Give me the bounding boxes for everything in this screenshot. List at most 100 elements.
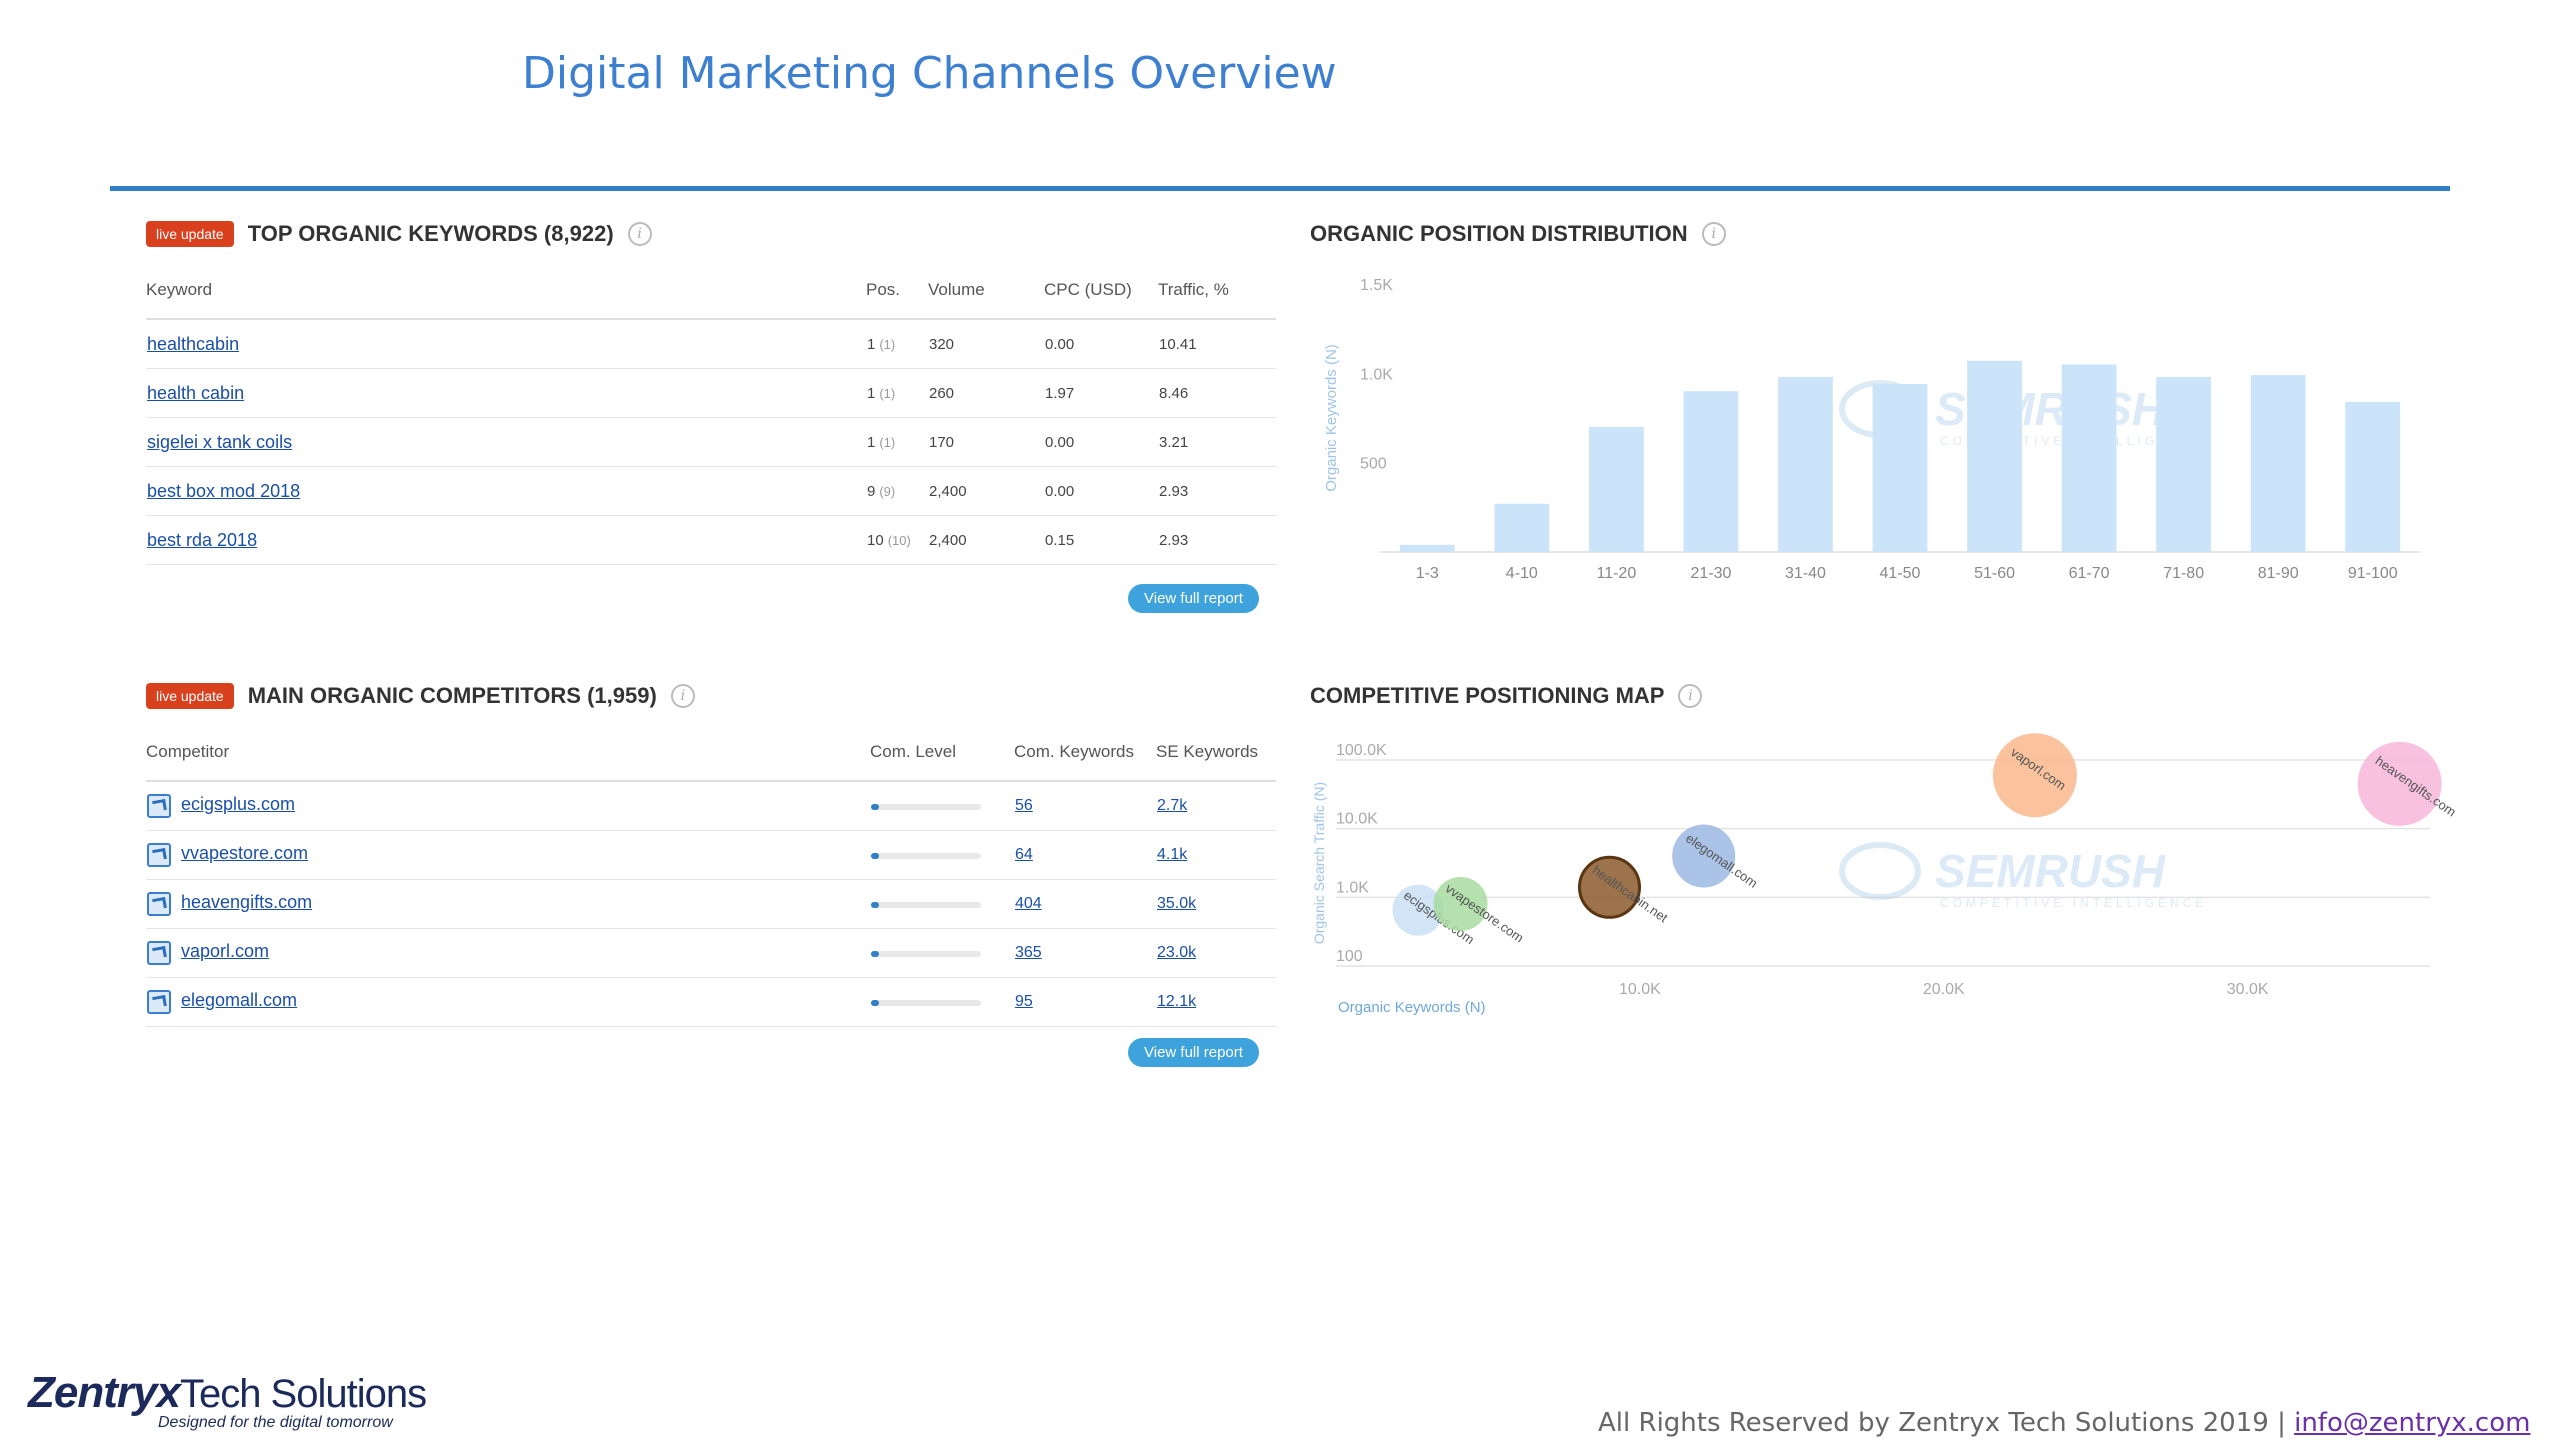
scatter-point[interactable]: elegomall.com [1672, 824, 1760, 891]
competitor-cell: vaporl.com [146, 928, 870, 978]
bar[interactable] [2061, 364, 2117, 552]
table-row: vvapestore.com 64 4.1k [146, 830, 1276, 880]
se-keywords-link[interactable]: 23.0k [1157, 944, 1197, 961]
col-competitor: Competitor [146, 738, 870, 782]
info-icon[interactable]: i [670, 684, 695, 708]
pos-cell: 1 (1) [866, 368, 928, 418]
bar[interactable] [2156, 376, 2212, 552]
live-update-badge: live update [146, 221, 234, 247]
bar[interactable] [2250, 375, 2306, 552]
bar[interactable] [1399, 544, 1455, 552]
bubble[interactable] [1672, 824, 1736, 888]
se-keywords-link[interactable]: 35.0k [1157, 895, 1197, 912]
com-keywords-link[interactable]: 365 [1015, 944, 1042, 961]
view-full-report-button[interactable]: View full report [1128, 1038, 1259, 1067]
position-distribution-chart: Organic Keywords (N)5001.0K1.5KSEMRUSHCO… [1323, 277, 2420, 582]
traffic-cell: 3.21 [1158, 417, 1276, 467]
pos-value: 10 [867, 531, 884, 549]
table-row: best box mod 2018 9 (9) 2,400 0.00 2.93 [146, 466, 1276, 516]
com-keywords-link[interactable]: 404 [1015, 895, 1042, 912]
bubble[interactable] [1992, 733, 2077, 818]
com-level-fill [871, 803, 879, 810]
com-level-cell [870, 977, 1014, 1027]
footer-email-link[interactable]: info@zentryx.com [2294, 1408, 2531, 1438]
competitor-link[interactable]: heavengifts.com [181, 891, 313, 912]
x-tick-label: 71-80 [2163, 565, 2204, 582]
top-keywords-panel: live update TOP ORGANIC KEYWORDS (8,922)… [146, 214, 1276, 624]
se-keywords-link[interactable]: 2.7k [1157, 797, 1188, 814]
traffic-cell: 2.93 [1158, 515, 1276, 565]
external-link-icon[interactable] [147, 843, 171, 868]
header-divider [110, 186, 2450, 191]
external-link-icon[interactable] [147, 990, 171, 1015]
com-keywords-link[interactable]: 64 [1015, 846, 1033, 863]
cpc-cell: 0.00 [1044, 319, 1158, 369]
com-level-cell [870, 928, 1014, 978]
x-tick-label: 91-100 [2348, 565, 2398, 582]
scatter-point[interactable]: vvapestore.com [1433, 876, 1527, 946]
competitor-link[interactable]: ecigsplus.com [181, 793, 296, 814]
info-icon[interactable]: i [1701, 222, 1726, 246]
info-icon[interactable]: i [1678, 684, 1703, 708]
bar[interactable] [1967, 360, 2022, 552]
keywords-table: Keyword Pos. Volume CPC (USD) Traffic, %… [146, 276, 1276, 565]
x-tick-label: 41-50 [1880, 565, 1921, 582]
external-link-icon[interactable] [147, 941, 171, 966]
x-tick-label: 81-90 [2258, 565, 2299, 582]
y-axis-label: Organic Keywords (N) [1323, 344, 1340, 492]
bubble[interactable] [1392, 884, 1444, 936]
bar[interactable] [1683, 391, 1739, 552]
com-keywords-link[interactable]: 56 [1015, 797, 1033, 814]
se-keywords-link[interactable]: 4.1k [1157, 846, 1188, 863]
panel-header: COMPETITIVE POSITIONING MAP i [1310, 676, 2460, 716]
logo-main: Zentryx [28, 1368, 181, 1417]
x-tick-label: 11-20 [1596, 565, 1636, 582]
competitor-link[interactable]: elegomall.com [181, 989, 298, 1010]
position-distribution-panel: ORGANIC POSITION DISTRIBUTION i Organic … [1310, 214, 2460, 624]
keyword-link[interactable]: healthcabin [147, 333, 240, 354]
view-full-report-button[interactable]: View full report [1128, 584, 1259, 613]
bar[interactable] [1494, 503, 1550, 552]
pos-cell: 10 (10) [866, 515, 928, 565]
keyword-link[interactable]: best rda 2018 [147, 529, 258, 550]
bubble[interactable] [1578, 855, 1641, 919]
pos-previous: (1) [879, 434, 896, 450]
watermark-logo-icon [1839, 842, 1921, 900]
x-tick-label: 1-3 [1416, 565, 1439, 582]
competitor-link[interactable]: vvapestore.com [181, 842, 309, 863]
x-tick-label: 51-60 [1974, 565, 2015, 582]
bubble[interactable] [2357, 741, 2442, 826]
competitor-cell: ecigsplus.com [146, 781, 870, 831]
keyword-link[interactable]: sigelei x tank coils [147, 431, 293, 452]
bubble[interactable] [1433, 876, 1488, 931]
scatter-point[interactable]: vaporl.com [1992, 733, 2077, 818]
pos-previous: (1) [879, 385, 896, 401]
com-keywords-cell: 56 [1014, 781, 1156, 831]
pos-cell: 1 (1) [866, 319, 928, 369]
volume-cell: 2,400 [928, 466, 1044, 516]
se-keywords-link[interactable]: 12.1k [1157, 993, 1197, 1010]
com-keywords-link[interactable]: 95 [1015, 993, 1033, 1010]
x-axis-label: Organic Keywords (N) [1338, 999, 1486, 1016]
se-keywords-cell: 23.0k [1156, 928, 1276, 978]
bar[interactable] [2345, 401, 2401, 552]
scatter-point[interactable]: healthcabin.net [1578, 855, 1671, 926]
live-update-badge: live update [146, 683, 234, 709]
info-icon[interactable]: i [627, 222, 652, 246]
scatter-point[interactable]: heavengifts.com [2357, 741, 2459, 826]
external-link-icon[interactable] [147, 794, 171, 819]
competitor-link[interactable]: vaporl.com [181, 940, 270, 961]
y-axis-label: Organic Search Traffic (N) [1311, 782, 1327, 944]
keyword-link[interactable]: health cabin [147, 382, 245, 403]
pos-previous: (10) [887, 532, 911, 548]
pos-value: 1 [867, 335, 876, 353]
keyword-link[interactable]: best box mod 2018 [147, 480, 301, 501]
bar[interactable] [1778, 376, 1833, 552]
bar[interactable] [1872, 384, 1928, 552]
panel-header: ORGANIC POSITION DISTRIBUTION i [1310, 214, 2460, 254]
bar[interactable] [1588, 426, 1644, 552]
chart-title: COMPETITIVE POSITIONING MAP [1310, 683, 1665, 708]
pos-previous: (9) [879, 483, 896, 499]
footer-text: All Rights Reserved by Zentryx Tech Solu… [1598, 1408, 2286, 1438]
external-link-icon[interactable] [147, 892, 171, 917]
